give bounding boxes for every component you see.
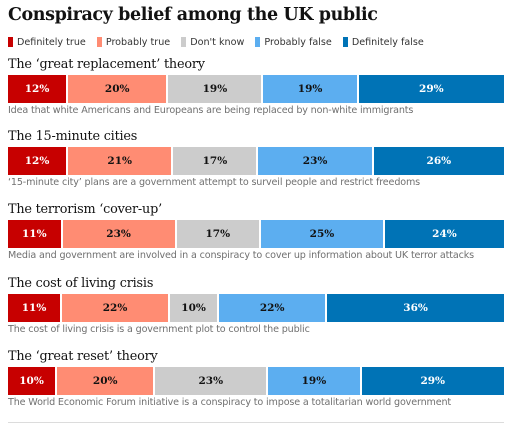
data-label: 19% bbox=[297, 83, 323, 95]
legend-label: Definitely true bbox=[17, 36, 86, 48]
question-description: Idea that white Americans and Europeans … bbox=[8, 105, 414, 116]
data-label: 17% bbox=[205, 228, 231, 240]
bar-segment-definitely-false: 29% bbox=[361, 367, 504, 395]
data-label: 12% bbox=[24, 83, 50, 95]
legend-item-probably-false: Probably false bbox=[255, 37, 332, 48]
bottom-divider bbox=[8, 422, 504, 423]
bar-segment-dont-know: 10% bbox=[170, 294, 220, 322]
stacked-bar: 11% 22% 10% 22% 36% bbox=[8, 294, 504, 322]
legend-swatch bbox=[181, 37, 187, 47]
question-group-great-reset: The ‘great reset’ theory 10% 20% 23% 19% 29%… bbox=[8, 349, 504, 421]
data-label: 20% bbox=[92, 375, 118, 387]
question-group-15-minute-cities: The 15-minute cities 12% 21% 17% 23% 26% ‘15… bbox=[8, 129, 504, 201]
data-label: 29% bbox=[420, 375, 446, 387]
data-label: 25% bbox=[309, 228, 335, 240]
legend-swatch bbox=[342, 37, 348, 47]
question-group-cost-of-living: The cost of living crisis 11% 22% 10% 22% 36… bbox=[8, 276, 504, 348]
data-label: 21% bbox=[107, 155, 132, 167]
bar-segment-probably-true: 23% bbox=[62, 220, 177, 248]
legend-swatch bbox=[8, 37, 13, 47]
question-title: The terrorism ‘cover-up’ bbox=[8, 202, 162, 217]
bar-segment-definitely-true: 11% bbox=[8, 220, 63, 248]
legend-label: Don't know bbox=[190, 36, 245, 48]
bar-segment-dont-know: 23% bbox=[155, 367, 269, 395]
bar-segment-dont-know: 17% bbox=[176, 220, 261, 248]
question-title: The ‘great reset’ theory bbox=[8, 349, 158, 364]
bar-segment-probably-false: 19% bbox=[268, 367, 362, 395]
bar-segment-dont-know: 19% bbox=[168, 75, 264, 103]
bar-segment-definitely-false: 36% bbox=[327, 294, 504, 322]
legend-swatch bbox=[255, 37, 261, 47]
bar-segment-definitely-false: 24% bbox=[384, 220, 504, 248]
stacked-bar: 11% 23% 17% 25% 24% bbox=[8, 220, 504, 248]
data-label: 11% bbox=[21, 228, 47, 240]
data-label: 10% bbox=[19, 375, 44, 387]
question-title: The cost of living crisis bbox=[8, 276, 154, 291]
legend-swatch bbox=[96, 37, 102, 47]
data-label: 19% bbox=[301, 375, 327, 387]
bar-segment-definitely-true: 10% bbox=[8, 367, 58, 395]
data-label: 20% bbox=[104, 83, 130, 95]
bar-segment-definitely-false: 29% bbox=[358, 75, 504, 103]
question-description: The World Economic Forum initiative is a… bbox=[8, 397, 452, 408]
stacked-bar: 12% 20% 19% 19% 29% bbox=[8, 75, 504, 103]
bar-segment-dont-know: 17% bbox=[173, 147, 259, 175]
question-group-terrorism-cover-up: The terrorism ‘cover-up’ 11% 23% 17% 25% 24%… bbox=[8, 202, 504, 274]
data-label: 23% bbox=[106, 228, 131, 240]
bar-segment-probably-false: 23% bbox=[258, 147, 374, 175]
data-label: 17% bbox=[202, 155, 228, 167]
question-description: Media and government are involved in a c… bbox=[8, 250, 474, 261]
bar-segment-definitely-true: 12% bbox=[8, 75, 69, 103]
legend-label: Probably false bbox=[264, 36, 332, 48]
legend: Definitely true Probably true Don't know… bbox=[8, 35, 435, 49]
data-label: 22% bbox=[259, 302, 285, 314]
data-label: 23% bbox=[302, 155, 328, 167]
legend-label: Definitely false bbox=[351, 36, 424, 48]
data-label: 11% bbox=[21, 302, 47, 314]
legend-item-probably-true: Probably true bbox=[96, 36, 171, 48]
data-label: 12% bbox=[24, 155, 50, 167]
data-label: 23% bbox=[198, 375, 224, 387]
bar-segment-probably-true: 20% bbox=[68, 75, 169, 103]
bar-segment-definitely-false: 26% bbox=[373, 147, 504, 175]
stacked-bar: 10% 20% 23% 19% 29% bbox=[8, 367, 504, 395]
legend-item-definitely-true: Definitely true bbox=[8, 37, 86, 48]
bar-segment-definitely-true: 11% bbox=[8, 294, 63, 322]
legend-label: Probably true bbox=[105, 36, 171, 48]
bar-segment-probably-true: 22% bbox=[62, 294, 171, 322]
data-label: 10% bbox=[181, 302, 206, 314]
bar-segment-probably-true: 20% bbox=[57, 367, 156, 395]
question-title: The 15-minute cities bbox=[8, 129, 138, 144]
legend-item-dont-know: Don't know bbox=[181, 37, 244, 48]
question-description: The cost of living crisis is a governmen… bbox=[8, 324, 310, 335]
legend-item-definitely-false: Definitely false bbox=[342, 36, 424, 48]
chart-title: Conspiracy belief among the UK public bbox=[8, 5, 378, 25]
question-group-great-replacement: The ‘great replacement’ theory 12% 20% 19%… bbox=[8, 57, 504, 129]
data-label: 22% bbox=[102, 302, 128, 314]
bar-segment-probably-true: 21% bbox=[68, 147, 174, 175]
question-description: ‘15-minute city’ plans are a government … bbox=[8, 177, 421, 188]
data-label: 24% bbox=[432, 228, 457, 240]
bar-segment-definitely-true: 12% bbox=[8, 147, 69, 175]
data-label: 29% bbox=[419, 83, 444, 95]
stacked-bar: 12% 21% 17% 23% 26% bbox=[8, 147, 504, 175]
data-label: 36% bbox=[403, 302, 428, 314]
bar-segment-probably-false: 22% bbox=[219, 294, 328, 322]
bar-segment-probably-false: 25% bbox=[260, 220, 385, 248]
data-label: 26% bbox=[426, 155, 452, 167]
data-label: 19% bbox=[202, 83, 228, 95]
question-title: The ‘great replacement’ theory bbox=[8, 57, 205, 72]
bar-segment-probably-false: 19% bbox=[263, 75, 359, 103]
